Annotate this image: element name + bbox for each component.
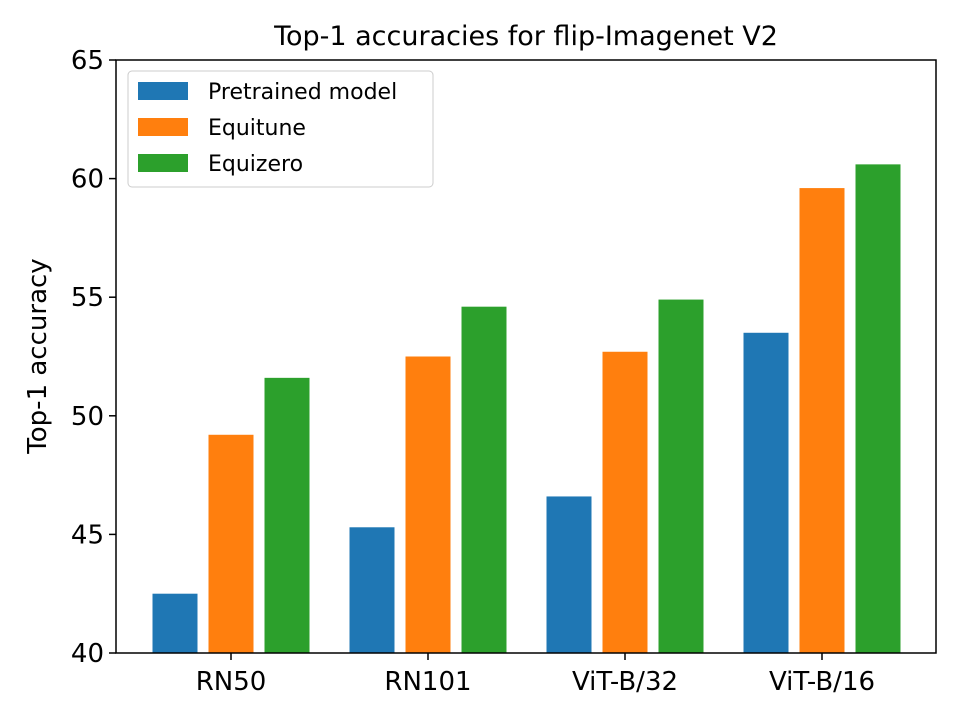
y-tick-label: 40 xyxy=(71,639,104,669)
y-ticks: 40 45 50 55 60 65 xyxy=(71,46,116,669)
legend-swatch xyxy=(138,82,188,100)
bar-equitune-rn50 xyxy=(208,434,254,653)
bar-equizero-rn50 xyxy=(264,377,310,653)
bar-equitune-rn101 xyxy=(405,356,451,653)
x-tick-label: RN101 xyxy=(384,667,471,697)
y-tick-label: 50 xyxy=(71,402,104,432)
x-ticks: RN50 RN101 ViT-B/32 ViT-B/16 xyxy=(196,653,875,697)
bar-equizero-vit-b-32 xyxy=(658,299,704,653)
bar-equizero-rn101 xyxy=(461,306,507,653)
legend-label: Pretrained model xyxy=(208,80,397,105)
bars-group xyxy=(152,164,901,654)
y-tick-label: 55 xyxy=(71,283,104,313)
legend: Pretrained model Equitune Equizero xyxy=(127,70,434,188)
y-tick-label: 65 xyxy=(71,46,104,76)
y-tick-label: 60 xyxy=(71,165,104,195)
plot-frame xyxy=(115,59,937,654)
bar-equitune-vit-b-32 xyxy=(602,351,648,653)
y-axis-label: Top-1 accuracy xyxy=(23,258,53,454)
bar-pretrained-model-rn101 xyxy=(349,527,395,653)
x-tick-label: ViT-B/16 xyxy=(769,667,875,697)
bar-equizero-vit-b-16 xyxy=(855,164,901,654)
bar-equitune-vit-b-16 xyxy=(799,188,845,653)
y-tick-label: 45 xyxy=(71,520,104,550)
legend-box xyxy=(127,70,434,188)
bar-pretrained-model-rn50 xyxy=(152,593,198,653)
legend-label: Equizero xyxy=(208,152,303,177)
bar-pretrained-model-vit-b-32 xyxy=(546,496,592,653)
chart-title: Top-1 accuracies for flip-Imagenet V2 xyxy=(273,21,778,52)
x-tick-label: RN50 xyxy=(196,667,267,697)
bar-pretrained-model-vit-b-16 xyxy=(743,332,789,653)
x-tick-label: ViT-B/32 xyxy=(572,667,678,697)
legend-swatch xyxy=(138,118,188,136)
legend-label: Equitune xyxy=(208,116,306,141)
legend-swatch xyxy=(138,154,188,172)
